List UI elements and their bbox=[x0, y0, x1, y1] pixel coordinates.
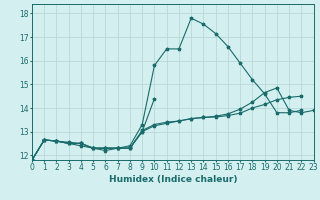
X-axis label: Humidex (Indice chaleur): Humidex (Indice chaleur) bbox=[108, 175, 237, 184]
